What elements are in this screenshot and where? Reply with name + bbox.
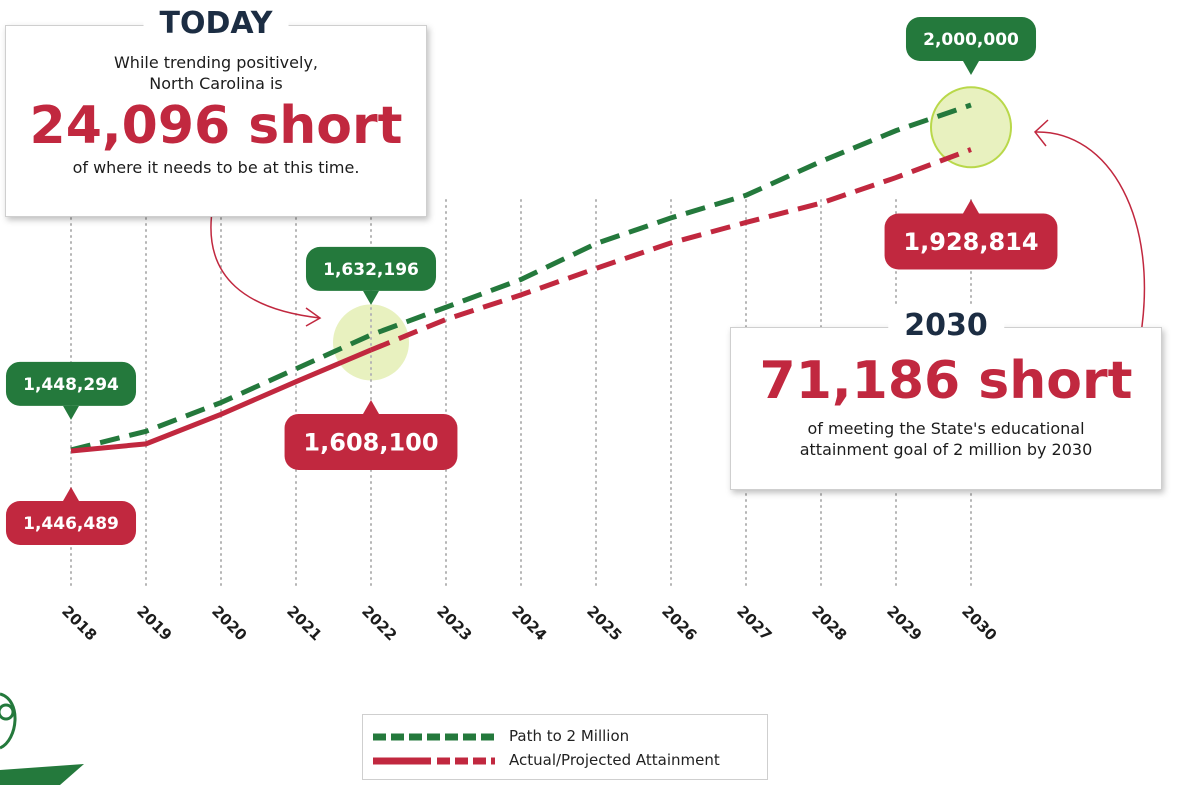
goal-callout: 2030 71,186 short of meeting the State's…	[730, 327, 1162, 490]
x-tick-label: 2019	[133, 602, 175, 644]
label-pointer	[363, 400, 379, 414]
x-tick-label: 2024	[508, 602, 550, 644]
callout-heading: 2030	[888, 306, 1004, 346]
value-label: 1,928,814	[885, 199, 1058, 269]
callout-highlight: 71,186 short	[731, 350, 1161, 412]
label-pointer	[63, 406, 79, 420]
x-tick-label: 2029	[883, 602, 925, 644]
value-label-text: 1,448,294	[23, 375, 119, 395]
value-label: 2,000,000	[906, 17, 1036, 75]
legend-label: Actual/Projected Attainment	[509, 751, 720, 769]
legend-label: Path to 2 Million	[509, 727, 629, 745]
callout-highlight: 24,096 short	[6, 94, 426, 158]
value-label-text: 2,000,000	[923, 30, 1019, 50]
x-tick-label: 2028	[808, 602, 850, 644]
page: 2018 2019 2020 2021 2022 2023 2024 2025 2026 2027…	[0, 0, 1190, 785]
arrow	[211, 205, 320, 318]
callout-intro: While trending positively, North Carolin…	[91, 52, 341, 94]
x-tick-label: 2023	[433, 602, 475, 644]
callout-note: of meeting the State's educational attai…	[766, 418, 1126, 460]
legend-icons	[363, 715, 503, 781]
label-pointer	[963, 61, 979, 75]
value-label: 1,632,196	[306, 247, 436, 305]
value-label: 1,446,489	[6, 487, 136, 545]
value-label: 1,608,100	[285, 400, 458, 470]
decoration	[0, 694, 15, 748]
x-tick-label: 2022	[358, 602, 400, 644]
legend: Path to 2 Million Actual/Projected Attai…	[362, 714, 768, 780]
x-tick-label: 2026	[658, 602, 700, 644]
callout-heading: TODAY	[144, 4, 289, 44]
label-pointer	[63, 487, 79, 501]
decoration	[0, 764, 84, 785]
label-pointer	[963, 199, 979, 213]
x-tick-label: 2018	[58, 602, 100, 644]
value-label-text: 1,928,814	[903, 228, 1038, 256]
decoration	[0, 705, 13, 719]
x-tick-label: 2025	[583, 602, 625, 644]
value-label-text: 1,446,489	[23, 514, 119, 534]
label-pointer	[363, 291, 379, 305]
x-tick-label: 2021	[283, 602, 325, 644]
x-tick-label: 2020	[208, 602, 250, 644]
value-label-text: 1,608,100	[303, 429, 438, 457]
value-label-text: 1,632,196	[323, 260, 419, 280]
today-callout: TODAY While trending positively, North C…	[5, 25, 427, 217]
x-tick-label: 2030	[958, 602, 1000, 644]
callout-note: of where it needs to be at this time.	[6, 158, 426, 177]
value-label: 1,448,294	[6, 362, 136, 420]
highlight-circle	[931, 87, 1011, 167]
x-tick-label: 2027	[733, 602, 775, 644]
